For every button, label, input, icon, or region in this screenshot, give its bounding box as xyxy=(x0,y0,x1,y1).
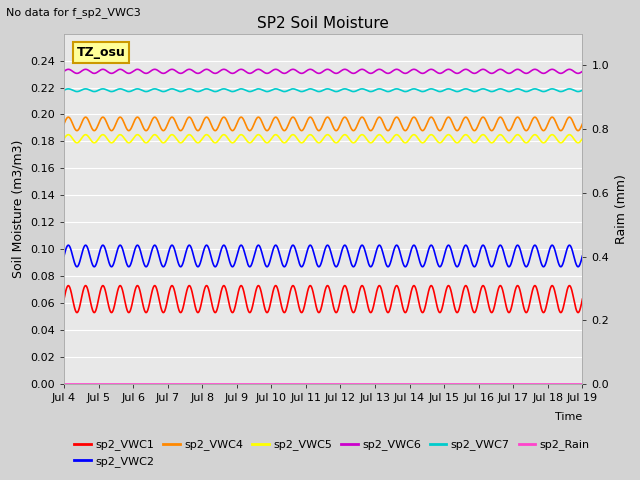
sp2_VWC6 xyxy=(259,69,267,74)
sp2_VWC1 xyxy=(150,283,158,289)
sp2_VWC2 xyxy=(579,253,586,259)
sp2_VWC2 xyxy=(60,253,68,259)
sp2_VWC5 xyxy=(568,134,576,140)
sp2_VWC5 xyxy=(120,134,127,140)
Line: sp2_VWC5: sp2_VWC5 xyxy=(64,135,582,143)
sp2_VWC6 xyxy=(150,67,158,72)
sp2_VWC7 xyxy=(65,86,72,92)
sp2_VWC5 xyxy=(65,132,72,138)
sp2_VWC4 xyxy=(513,115,520,120)
sp2_VWC2 xyxy=(513,243,520,249)
sp2_VWC6 xyxy=(282,70,289,76)
sp2_VWC2 xyxy=(150,242,158,248)
Line: sp2_VWC7: sp2_VWC7 xyxy=(64,89,582,92)
Line: sp2_VWC1: sp2_VWC1 xyxy=(64,286,582,312)
sp2_VWC7 xyxy=(579,87,586,93)
sp2_Rain xyxy=(259,381,267,387)
sp2_VWC4 xyxy=(120,118,127,124)
sp2_VWC5 xyxy=(259,136,267,142)
sp2_VWC4 xyxy=(574,128,582,133)
sp2_VWC2 xyxy=(259,254,267,260)
sp2_Rain xyxy=(60,381,68,387)
sp2_VWC7 xyxy=(568,87,576,93)
Text: No data for f_sp2_VWC3: No data for f_sp2_VWC3 xyxy=(6,7,141,18)
sp2_VWC4 xyxy=(568,118,576,123)
sp2_VWC6 xyxy=(574,71,582,76)
sp2_VWC4 xyxy=(60,121,68,127)
sp2_VWC1 xyxy=(60,296,68,302)
sp2_VWC5 xyxy=(60,136,68,142)
sp2_VWC4 xyxy=(259,121,267,127)
sp2_VWC1 xyxy=(513,284,520,289)
sp2_VWC4 xyxy=(150,114,158,120)
sp2_Rain xyxy=(282,381,289,387)
sp2_VWC1 xyxy=(579,296,586,302)
sp2_Rain xyxy=(568,381,576,387)
sp2_VWC7 xyxy=(282,89,289,95)
sp2_VWC6 xyxy=(65,66,72,72)
Y-axis label: Raim (mm): Raim (mm) xyxy=(615,174,628,244)
sp2_Rain xyxy=(150,381,157,387)
sp2_VWC4 xyxy=(579,121,586,127)
sp2_VWC5 xyxy=(574,140,582,145)
sp2_VWC7 xyxy=(120,87,127,93)
sp2_VWC7 xyxy=(574,89,582,95)
sp2_VWC1 xyxy=(574,310,582,315)
Line: sp2_VWC6: sp2_VWC6 xyxy=(64,69,582,73)
Text: TZ_osu: TZ_osu xyxy=(77,46,125,59)
sp2_VWC2 xyxy=(120,249,127,254)
sp2_VWC6 xyxy=(579,69,586,74)
sp2_VWC2 xyxy=(568,248,576,253)
sp2_VWC4 xyxy=(282,127,289,133)
sp2_VWC5 xyxy=(150,132,158,138)
sp2_VWC7 xyxy=(259,87,267,93)
sp2_Rain xyxy=(579,381,586,387)
sp2_VWC5 xyxy=(282,140,289,145)
sp2_VWC2 xyxy=(282,263,289,269)
sp2_VWC7 xyxy=(60,87,68,93)
sp2_Rain xyxy=(513,381,520,387)
sp2_VWC1 xyxy=(282,309,289,314)
sp2_VWC5 xyxy=(579,136,586,142)
sp2_VWC7 xyxy=(513,86,520,92)
Y-axis label: Soil Moisture (m3/m3): Soil Moisture (m3/m3) xyxy=(12,140,24,278)
Legend: sp2_VWC1, sp2_VWC2, sp2_VWC4, sp2_VWC5, sp2_VWC6, sp2_VWC7, sp2_Rain: sp2_VWC1, sp2_VWC2, sp2_VWC4, sp2_VWC5, … xyxy=(70,435,595,471)
sp2_VWC6 xyxy=(568,68,576,73)
sp2_VWC1 xyxy=(259,298,267,303)
sp2_VWC4 xyxy=(65,114,72,120)
sp2_VWC1 xyxy=(65,283,72,288)
sp2_VWC1 xyxy=(568,290,576,296)
sp2_VWC6 xyxy=(120,68,127,73)
sp2_VWC6 xyxy=(60,69,68,74)
sp2_VWC5 xyxy=(513,132,520,138)
sp2_VWC7 xyxy=(150,86,158,92)
sp2_VWC1 xyxy=(120,290,127,296)
sp2_Rain xyxy=(119,381,127,387)
Line: sp2_VWC4: sp2_VWC4 xyxy=(64,117,582,131)
Line: sp2_VWC2: sp2_VWC2 xyxy=(64,245,582,267)
Text: Time: Time xyxy=(555,412,582,422)
Title: SP2 Soil Moisture: SP2 Soil Moisture xyxy=(257,16,389,31)
sp2_VWC2 xyxy=(65,242,72,248)
sp2_VWC6 xyxy=(513,67,520,72)
sp2_VWC2 xyxy=(574,264,582,270)
